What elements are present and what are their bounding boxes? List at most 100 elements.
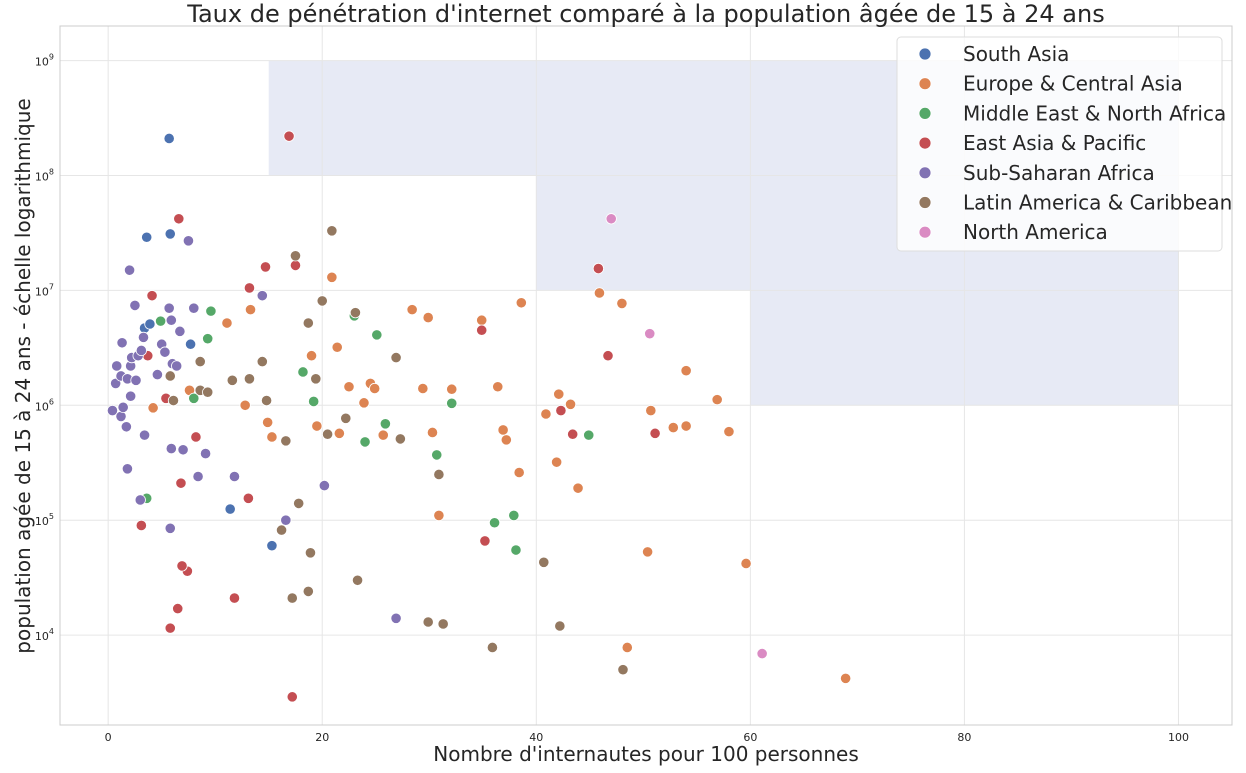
data-point [224,503,236,515]
data-point [146,290,158,302]
data-point [479,535,491,547]
data-point [583,429,595,441]
data-point [164,622,176,634]
data-point [239,399,251,411]
y-tick-label: 109 [35,53,54,69]
data-point [260,394,273,407]
legend-label: Sub-Saharan Africa [963,161,1155,185]
data-point [177,444,189,456]
y-tick-label: 104 [35,627,54,643]
data-point [316,295,328,307]
data-point [680,365,692,377]
data-point [228,592,241,604]
y-tick-exponent: 9 [49,53,54,62]
legend-label: Latin America & Caribbean [963,191,1232,215]
data-point [593,287,606,299]
x-tick-label: 80 [957,731,971,744]
data-point [155,315,167,327]
data-point [115,410,127,423]
data-point [302,317,314,329]
data-point [349,307,362,319]
legend-label: East Asia & Pacific [963,131,1146,155]
data-point [340,412,352,424]
data-point [302,585,314,598]
data-point [165,314,177,326]
data-point [202,333,214,345]
data-point [167,394,180,407]
data-point [125,390,137,402]
y-tick-base: 10 [35,400,49,413]
data-point [182,235,195,247]
data-point [513,466,525,479]
legend-marker [918,225,932,239]
y-tick-base: 10 [35,515,49,528]
legend-box [896,36,1223,252]
data-point [304,547,317,559]
data-point [476,314,488,326]
data-point [172,603,184,615]
data-point [123,264,136,276]
data-point [144,318,156,330]
data-point [184,338,197,350]
y-tick-label: 105 [35,512,54,528]
data-point [176,560,188,572]
data-point [305,350,318,362]
data-point [289,259,302,271]
data-point [163,302,175,314]
data-point [422,311,434,324]
data-point [163,132,175,145]
data-point [492,381,504,393]
data-point [318,480,330,492]
data-point [192,470,204,483]
data-point [351,574,364,586]
data-point [280,435,292,447]
data-point [649,427,661,439]
data-point [621,641,633,654]
y-tick-label: 108 [35,167,54,183]
data-point [311,420,323,432]
data-point [554,620,566,632]
legend-label: Middle East & North Africa [963,101,1226,125]
data-point [390,352,402,364]
data-point [358,397,370,409]
data-point [616,297,628,310]
data-point [259,261,272,273]
data-point [242,492,254,504]
data-point [256,356,268,368]
data-point [488,517,501,529]
data-point [205,305,217,317]
data-point [289,250,302,262]
y-tick-base: 10 [35,56,49,69]
data-point [667,421,679,434]
y-tick-exponent: 4 [49,627,54,636]
data-point [431,449,443,461]
data-point [433,509,445,522]
x-tick-label: 40 [529,731,543,744]
data-point [390,612,402,624]
data-point [121,463,134,475]
data-point [426,426,439,439]
data-point [840,672,852,684]
data-point [141,231,153,243]
data-point [256,290,268,302]
data-point [486,641,499,654]
data-point [644,328,656,340]
x-tick-label: 100 [1168,731,1189,744]
data-point [151,368,163,381]
legend: South Asia Europe & Central Asia Middle Ea… [896,36,1232,252]
data-point [228,470,241,483]
data-point [164,370,176,382]
data-point [286,592,298,604]
data-point [617,664,629,676]
y-tick-exponent: 5 [49,512,54,521]
data-point [266,431,278,443]
data-point [111,360,123,372]
y-tick-base: 10 [35,170,49,183]
data-point [333,427,345,439]
data-point [129,299,141,312]
data-point [106,404,119,417]
data-point [310,373,322,385]
data-point [508,509,520,522]
data-point [326,225,338,237]
data-point [199,447,212,460]
